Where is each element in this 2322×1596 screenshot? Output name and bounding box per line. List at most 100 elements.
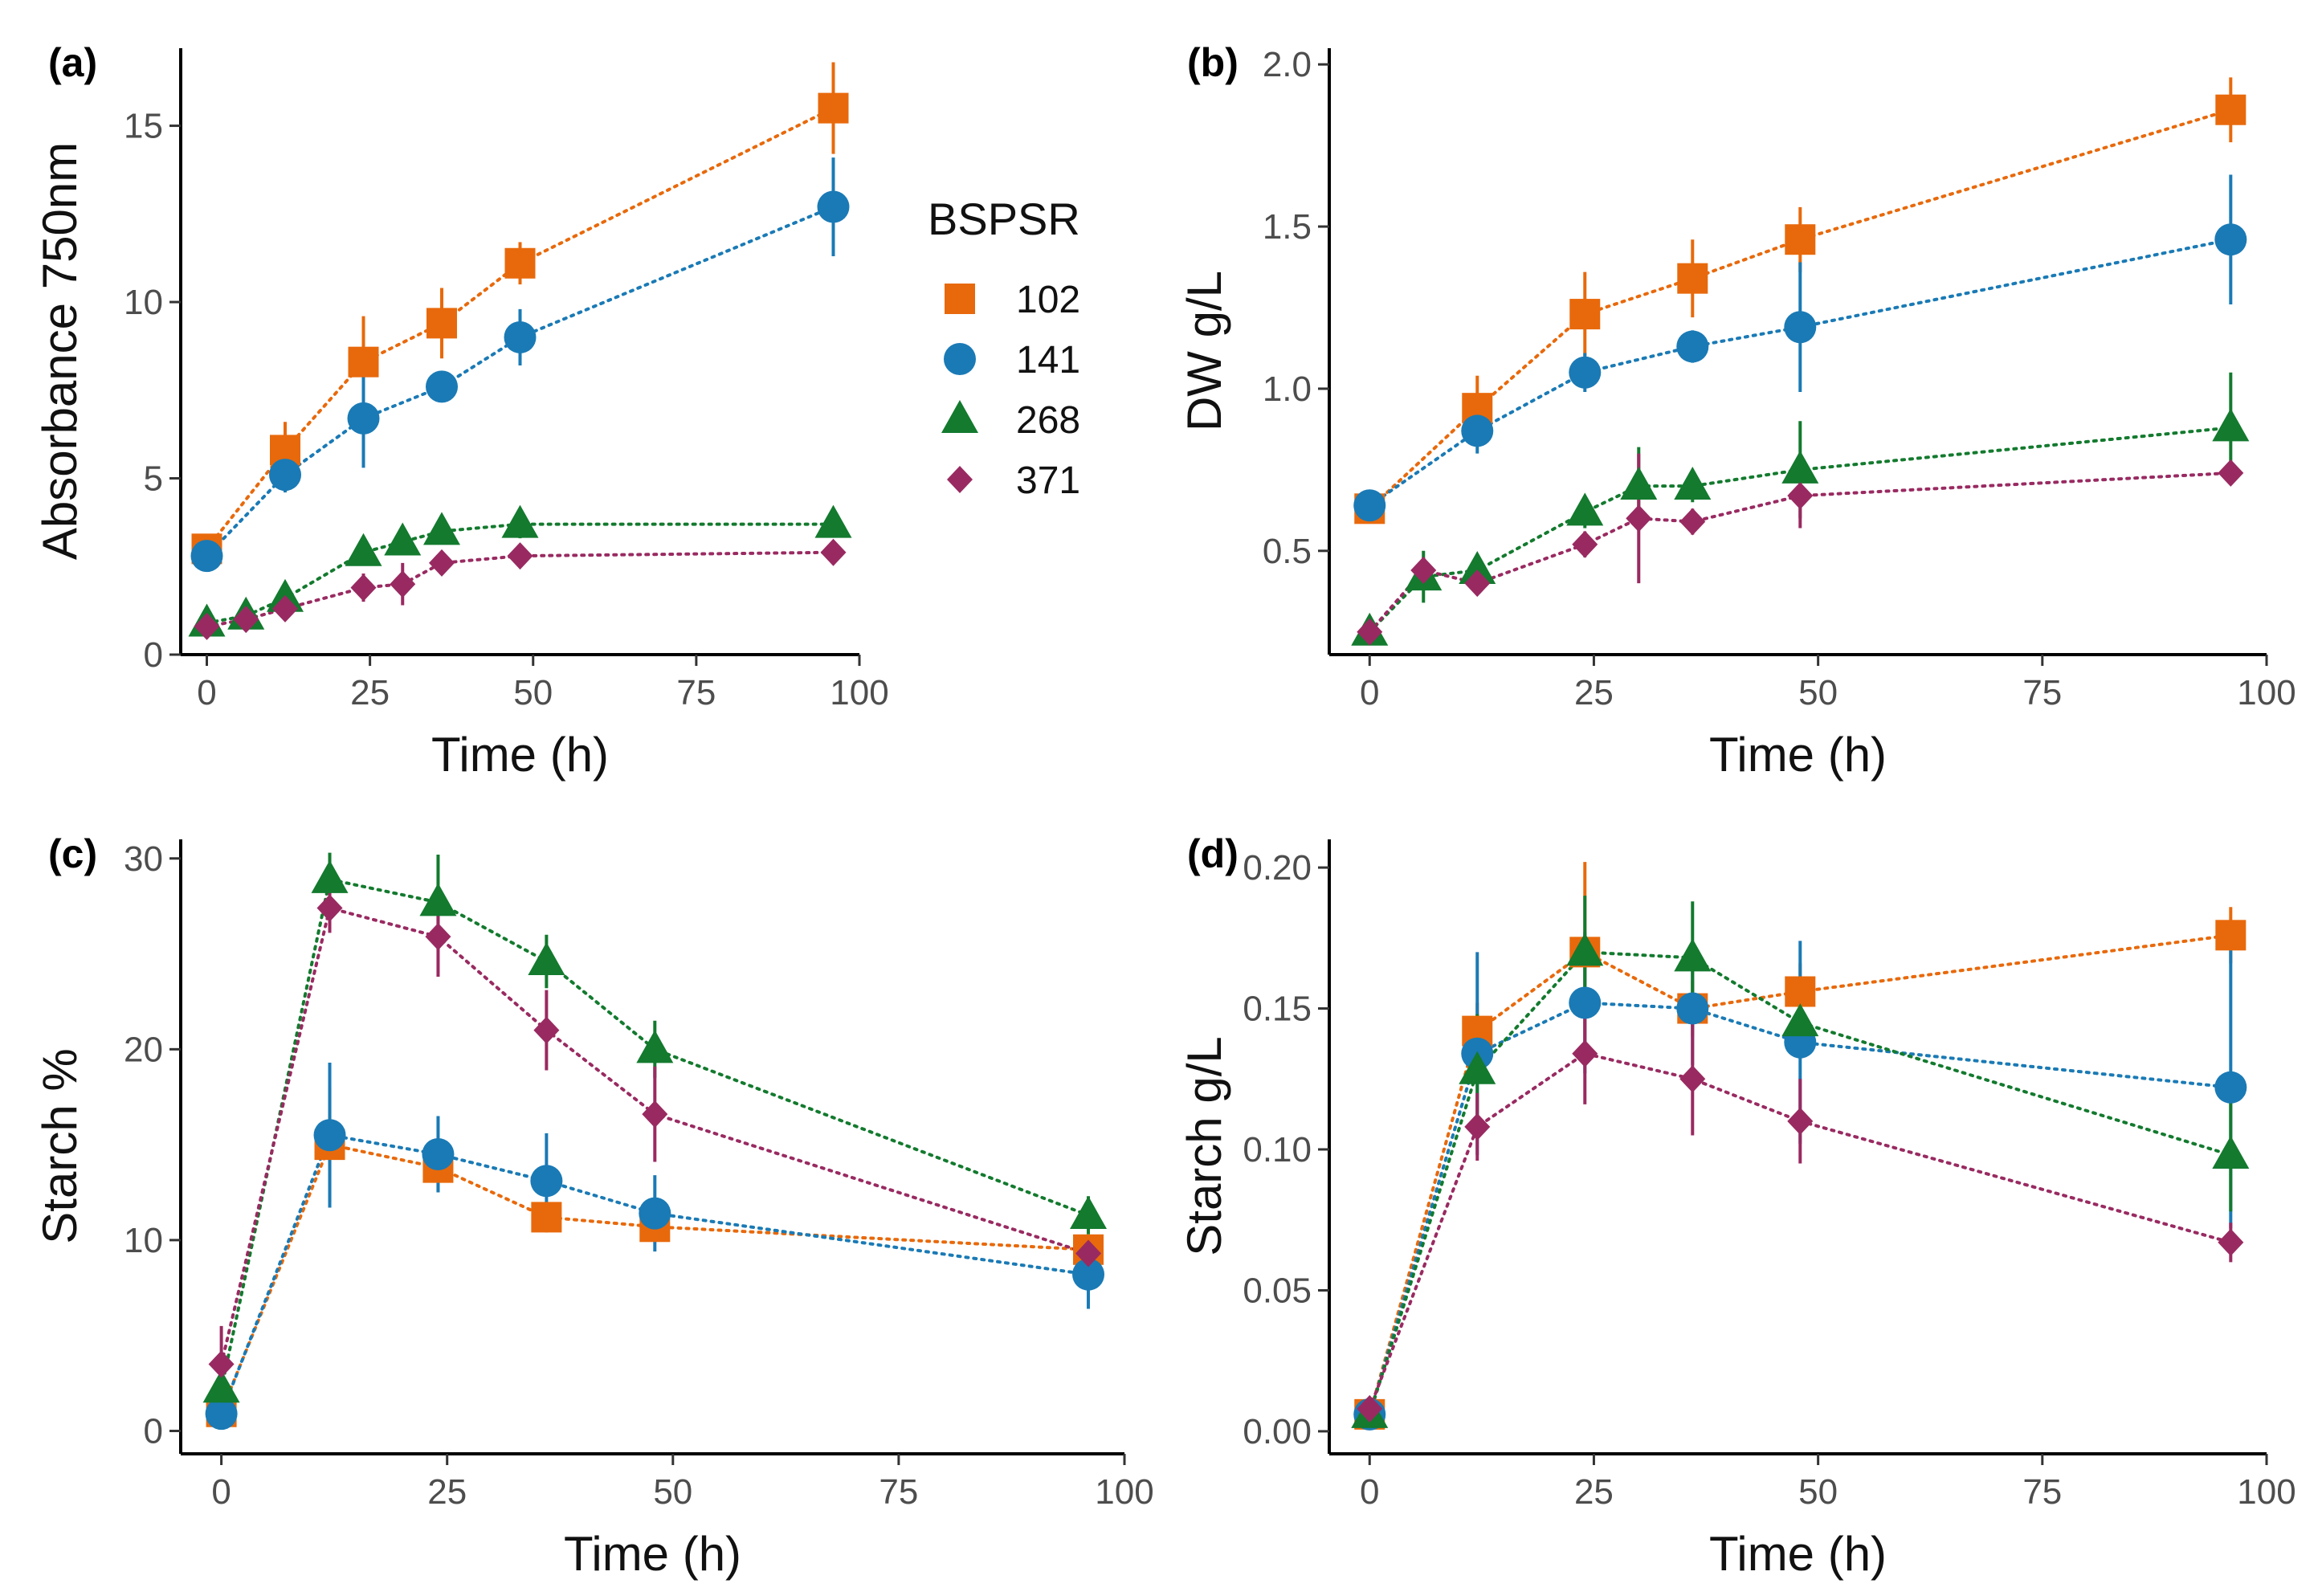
- error-bars: [219, 852, 1091, 1420]
- data-point-141: [190, 540, 223, 573]
- x-tick-label: 0: [197, 673, 216, 712]
- data-point-102: [2215, 94, 2247, 125]
- y-tick-label: 1.0: [1263, 369, 1312, 409]
- data-point-371: [1075, 1239, 1102, 1267]
- data-point-371: [272, 594, 298, 622]
- x-tick-label: 0: [1360, 673, 1379, 712]
- data-point-371: [350, 573, 377, 602]
- series-line-371: [1368, 1051, 2233, 1410]
- x-tick-label: 100: [830, 673, 888, 712]
- y-tick-label: 15: [124, 107, 163, 146]
- y-tick-label: 5: [144, 459, 163, 499]
- y-tick-label: 0: [144, 635, 163, 675]
- data-point-371: [1464, 569, 1491, 598]
- y-tick-label: 10: [124, 283, 163, 322]
- data-point-102: [1785, 976, 1816, 1007]
- x-tick-label: 100: [2237, 673, 2295, 712]
- data-point-141: [205, 1398, 238, 1431]
- x-tick-label: 50: [1798, 1472, 1838, 1512]
- data-point-371: [429, 549, 455, 577]
- data-point-141: [1072, 1258, 1105, 1291]
- series-line-102: [219, 1142, 1090, 1414]
- panel-b: 0 25 50 75 100 0.5 1.0 1.5 2.0 Time (h) DW g/L (b): [1177, 40, 2296, 782]
- data-point-371: [642, 1100, 668, 1129]
- data-point-371: [316, 894, 343, 922]
- y-tick-label: 2.0: [1263, 45, 1312, 84]
- data-point-102: [504, 247, 536, 279]
- x-tick-label: 75: [2022, 673, 2062, 712]
- data-point-371: [1572, 530, 1598, 558]
- data-point-371: [1410, 557, 1437, 585]
- series-line-141: [1368, 1001, 2233, 1416]
- data-point-268: [1566, 492, 1604, 526]
- data-point-371: [194, 612, 220, 640]
- series-lines: [1368, 933, 2233, 1416]
- series-line-141: [219, 1133, 1090, 1416]
- data-point-268: [345, 533, 382, 566]
- data-point-141: [817, 190, 850, 223]
- data-point-141: [269, 459, 301, 492]
- series-line-102: [1368, 108, 2233, 511]
- x-tick-label: 50: [653, 1472, 692, 1512]
- legend-label-268: 268: [1016, 399, 1080, 442]
- data-point-268: [636, 1030, 674, 1063]
- data-points: [188, 92, 852, 640]
- legend-label-371: 371: [1016, 459, 1080, 502]
- data-point-268: [1459, 551, 1496, 585]
- legend-label-102: 102: [1016, 279, 1080, 321]
- x-tick-label: 75: [879, 1472, 918, 1512]
- panel-label: (a): [48, 40, 97, 85]
- series-line-268: [1368, 426, 2233, 634]
- data-point-371: [1572, 1039, 1598, 1067]
- x-tick-label: 50: [513, 673, 553, 712]
- data-point-268: [2212, 1136, 2250, 1169]
- data-point-268: [501, 504, 539, 538]
- data-point-141: [1569, 356, 1602, 389]
- data-point-141: [347, 402, 380, 435]
- data-point-102: [1569, 299, 1601, 330]
- data-point-141: [504, 320, 537, 353]
- panel-label: (b): [1187, 40, 1239, 85]
- data-point-371: [1357, 618, 1383, 646]
- series-line-268: [219, 877, 1090, 1391]
- data-point-102: [426, 308, 457, 339]
- y-tick-label: 1.5: [1263, 207, 1312, 247]
- data-point-371: [1357, 1394, 1383, 1423]
- series-line-141: [1368, 238, 2233, 508]
- series-line-102: [1368, 933, 2233, 1416]
- data-point-141: [1784, 311, 1817, 344]
- data-point-371: [1787, 482, 1814, 510]
- data-point-371: [1787, 1107, 1814, 1135]
- panel-a: 0 25 50 75 100 0 5 10 15 Time (h) Absorbance 750nm…: [33, 40, 889, 782]
- x-tick-label: 100: [2237, 1472, 2295, 1512]
- data-point-141: [1461, 414, 1494, 447]
- data-point-371: [1464, 1112, 1491, 1141]
- data-point-371: [2218, 1228, 2244, 1256]
- data-point-371: [2218, 459, 2244, 487]
- x-tick-label: 75: [676, 673, 716, 712]
- data-point-268: [1781, 450, 1819, 484]
- data-point-141: [426, 370, 458, 403]
- y-tick-label: 30: [124, 839, 163, 879]
- y-axis-title: DW g/L: [1177, 271, 1231, 431]
- y-axis-title: Starch %: [33, 1048, 87, 1243]
- series-line-371: [219, 906, 1090, 1366]
- legend-label-141: 141: [1016, 339, 1080, 382]
- panel-c: 0 25 50 75 100 0 10 20 30 Time (h) Starch % (c): [33, 831, 1154, 1581]
- data-point-371: [390, 570, 416, 598]
- data-point-268: [1070, 1196, 1108, 1230]
- y-tick-label: 0.00: [1243, 1412, 1312, 1451]
- data-point-371: [1626, 504, 1652, 533]
- data-point-268: [2212, 408, 2250, 442]
- series-line-141: [205, 205, 835, 558]
- data-point-268: [419, 883, 457, 916]
- data-point-371: [208, 1350, 235, 1378]
- data-point-141: [422, 1138, 455, 1171]
- data-point-141: [1353, 489, 1386, 522]
- data-point-268: [202, 1369, 240, 1403]
- y-axis-title: Absorbance 750nm: [33, 142, 87, 560]
- data-points: [1351, 920, 2250, 1431]
- y-tick-label: 0.5: [1263, 532, 1312, 571]
- legend: BSPSR 102 141 268 371: [928, 194, 1080, 502]
